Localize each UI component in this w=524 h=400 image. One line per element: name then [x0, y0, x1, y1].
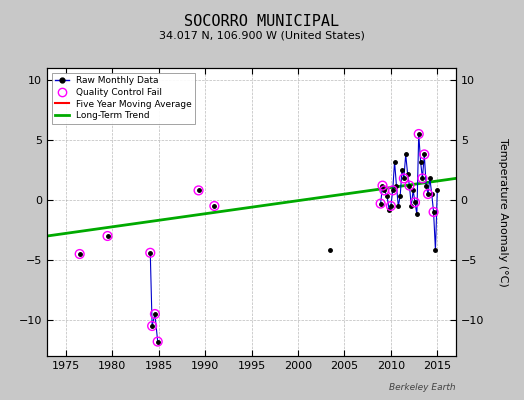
Point [146, 250, 155, 256]
Y-axis label: Temperature Anomaly (°C): Temperature Anomaly (°C) [498, 138, 508, 286]
Point [400, 175, 408, 182]
Point [429, 209, 438, 215]
Point [380, 187, 388, 194]
Point [414, 131, 423, 137]
Text: Berkeley Earth: Berkeley Earth [389, 383, 456, 392]
Point [420, 151, 429, 158]
Point [194, 187, 203, 194]
Point [151, 311, 159, 317]
Point [387, 203, 395, 209]
Text: SOCORRO MUNICIPAL: SOCORRO MUNICIPAL [184, 14, 340, 29]
Point [388, 187, 397, 194]
Point [154, 338, 162, 345]
Point [210, 203, 219, 209]
Point [411, 199, 419, 206]
Point [148, 323, 156, 329]
Point [376, 200, 385, 207]
Point [418, 175, 427, 182]
Point [75, 251, 84, 257]
Text: 34.017 N, 106.900 W (United States): 34.017 N, 106.900 W (United States) [159, 30, 365, 40]
Point [424, 191, 432, 197]
Legend: Raw Monthly Data, Quality Control Fail, Five Year Moving Average, Long-Term Tren: Raw Monthly Data, Quality Control Fail, … [52, 72, 195, 124]
Point [378, 182, 387, 189]
Point [103, 233, 112, 239]
Point [405, 182, 413, 189]
